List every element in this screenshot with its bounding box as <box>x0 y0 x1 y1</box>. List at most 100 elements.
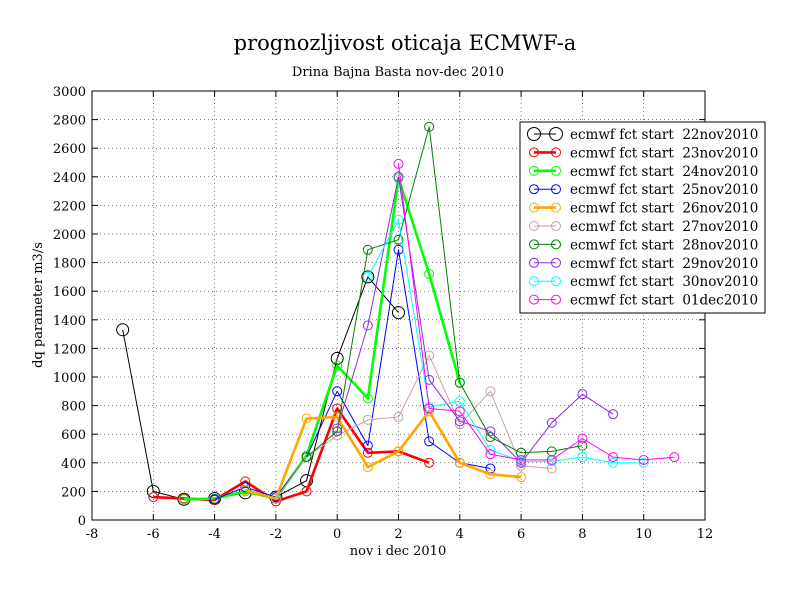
x-tick-label: -4 <box>208 527 221 542</box>
data-point <box>485 432 496 443</box>
data-point <box>424 350 435 361</box>
legend-entry-label: ecmwf fct start 01dec2010 <box>570 293 758 309</box>
data-point <box>362 462 373 473</box>
data-point <box>454 416 465 427</box>
data-point <box>485 386 496 397</box>
x-tick-label: 8 <box>578 527 586 542</box>
y-tick-label: 400 <box>61 457 86 472</box>
data-point <box>454 396 465 407</box>
x-tick-label: -8 <box>86 527 99 542</box>
legend-marker <box>529 294 539 305</box>
legend-marker <box>529 165 539 176</box>
data-point <box>485 469 496 480</box>
y-tick-label: 600 <box>61 428 86 443</box>
legend-entry-label: ecmwf fct start 23nov2010 <box>570 145 758 161</box>
legend-marker <box>551 147 561 158</box>
legend-marker <box>529 202 539 213</box>
y-tick-label: 1800 <box>53 257 86 272</box>
legend-marker <box>529 239 539 250</box>
y-tick-label: 1400 <box>53 314 86 329</box>
y-axis-label: dq parameter m3/s <box>31 242 46 368</box>
legend-marker <box>551 165 561 176</box>
series-line <box>398 163 675 461</box>
data-point <box>178 494 189 505</box>
data-point <box>454 377 465 388</box>
data-point <box>577 389 588 400</box>
data-point <box>332 360 343 371</box>
data-point <box>577 433 588 444</box>
y-tick-label: 2800 <box>53 114 86 129</box>
x-tick-label: 6 <box>517 527 525 542</box>
legend-entry-label: ecmwf fct start 28nov2010 <box>570 237 758 253</box>
x-tick-label: 4 <box>456 527 464 542</box>
data-point <box>638 454 649 465</box>
y-tick-label: 1000 <box>53 371 86 386</box>
legend-marker <box>529 276 539 287</box>
series-group <box>116 121 680 507</box>
data-point <box>454 419 465 430</box>
series <box>362 214 649 468</box>
legend-entry-label: ecmwf fct start 29nov2010 <box>570 256 758 272</box>
legend: ecmwf fct start 22nov2010 ecmwf fct start… <box>519 121 766 314</box>
data-point <box>669 452 680 463</box>
data-point <box>424 403 435 414</box>
data-point <box>516 454 527 465</box>
data-point <box>485 426 496 437</box>
legend-marker <box>551 202 561 213</box>
legend-marker <box>551 257 561 268</box>
series-line <box>214 249 491 500</box>
series-line <box>183 176 462 501</box>
y-tick-label: 2200 <box>53 199 86 214</box>
data-point <box>516 472 527 483</box>
legend-entry-label: ecmwf fct start 30nov2010 <box>570 274 758 290</box>
data-point <box>301 486 312 497</box>
data-point <box>332 386 343 397</box>
data-point <box>608 452 619 463</box>
legend-marker <box>551 184 561 195</box>
data-point <box>362 447 373 458</box>
data-point <box>608 409 619 420</box>
data-point <box>362 271 373 282</box>
x-tick-label: 0 <box>333 527 341 542</box>
data-point <box>638 457 649 468</box>
legend-entry-label: ecmwf fct start 22nov2010 <box>570 127 758 143</box>
data-point <box>362 393 373 404</box>
series <box>240 406 527 504</box>
data-point <box>424 457 435 468</box>
data-point <box>362 440 373 451</box>
data-point <box>424 269 435 280</box>
data-point <box>392 306 405 320</box>
y-tick-label: 2400 <box>53 171 86 186</box>
data-point <box>393 171 404 182</box>
x-tick-label: 10 <box>635 527 652 542</box>
data-point <box>577 440 588 451</box>
x-tick-label: -6 <box>147 527 160 542</box>
y-tick-label: 3000 <box>53 85 86 100</box>
data-point <box>424 121 435 132</box>
y-tick-label: 200 <box>61 485 86 500</box>
legend-marker <box>551 294 561 305</box>
legend-marker <box>529 221 539 231</box>
data-point <box>577 452 588 463</box>
data-point <box>362 414 373 425</box>
data-point <box>546 454 557 465</box>
legend-marker <box>551 221 561 231</box>
data-point <box>332 423 343 434</box>
series-line <box>275 355 552 499</box>
y-tick-label: 1600 <box>53 285 86 300</box>
legend-entry-label: ecmwf fct start 25nov2010 <box>570 182 758 198</box>
data-point <box>332 412 343 423</box>
series-line <box>306 126 583 458</box>
y-tick-label: 2600 <box>53 142 86 157</box>
legend-marker <box>527 127 541 141</box>
data-point <box>270 493 281 504</box>
data-point <box>240 484 251 495</box>
data-point <box>454 457 465 468</box>
data-point <box>301 452 312 463</box>
legend-entry-label: ecmwf fct start 27nov2010 <box>570 219 758 235</box>
data-point <box>240 482 251 493</box>
axis-ticks: -8 -6 -4 -2 0 2 4 6 8 10 12 0 200 400 600 800 1000 1200 14… <box>53 85 713 542</box>
data-point <box>148 492 159 503</box>
legend-marker <box>551 276 561 287</box>
